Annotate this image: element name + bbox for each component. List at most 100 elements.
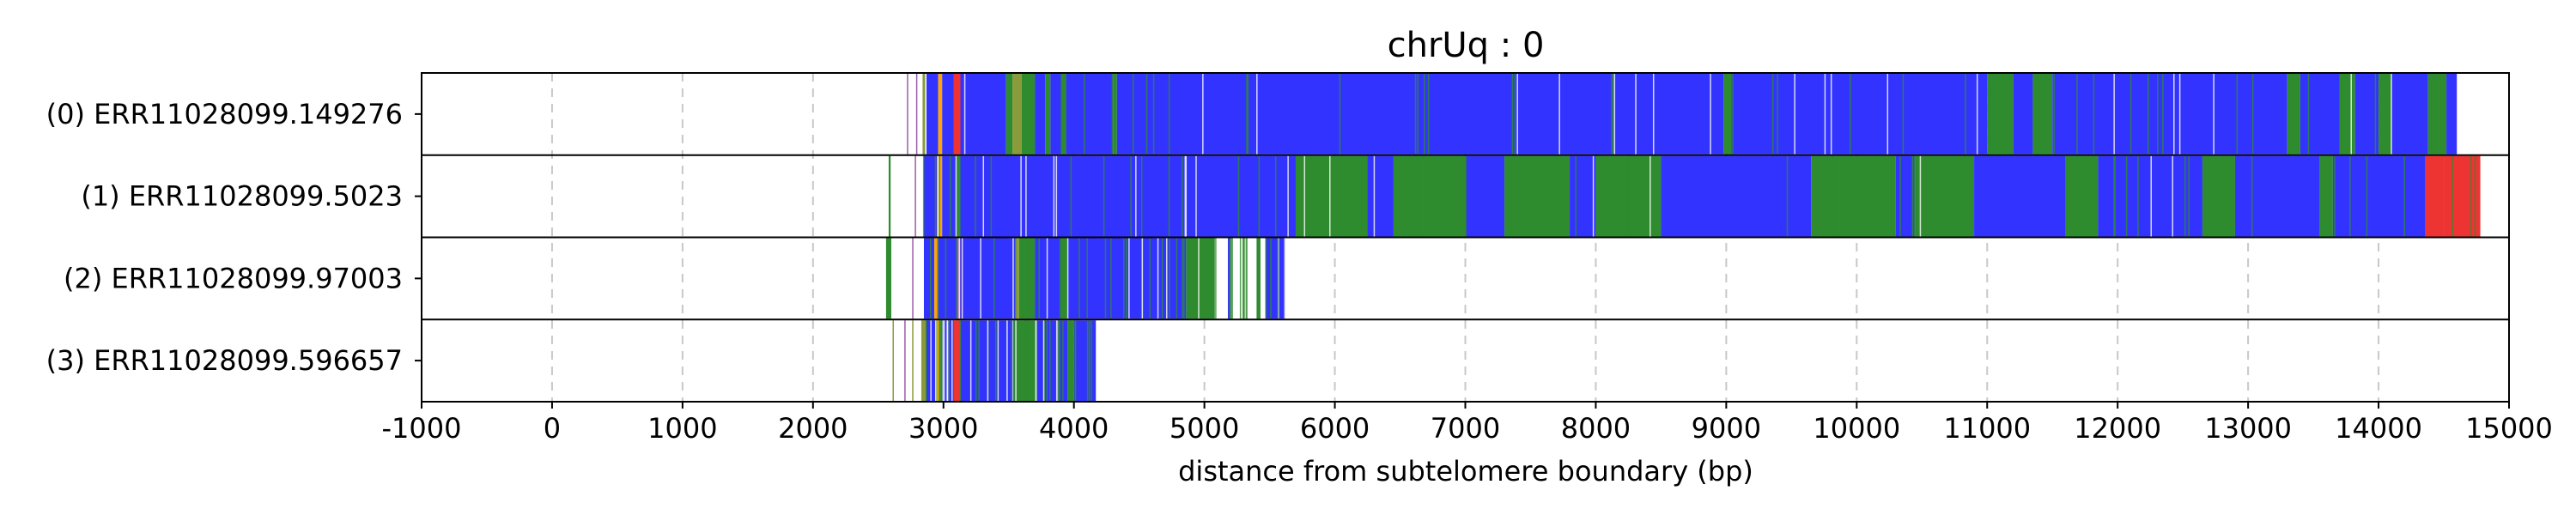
read-segment [920, 320, 927, 401]
read-segment [1723, 74, 1732, 154]
read-stripe [1202, 74, 1204, 154]
read-stripe [1074, 320, 1077, 401]
read-stripe [1414, 155, 1417, 237]
read-stripe [1246, 74, 1248, 154]
read-stripe [2391, 74, 2392, 154]
read-stripe [1256, 74, 1258, 154]
read-stripe [1086, 238, 1088, 319]
read-segment [912, 238, 914, 319]
read-stripe [1062, 320, 1064, 401]
read-stripe [1145, 74, 1148, 154]
read-stripe [958, 238, 961, 319]
read-stripe [1104, 238, 1107, 319]
read-stripe [963, 74, 966, 154]
read-stripe [1069, 320, 1072, 401]
read-stripe [1027, 238, 1030, 319]
read-stripe [1732, 74, 1734, 154]
read-segment [953, 74, 961, 154]
row-label: (1) ERR11028099.5023 [81, 180, 403, 213]
read-stripe [1373, 155, 1376, 237]
read-stripe [2366, 155, 2368, 237]
read-stripe [1247, 74, 1249, 154]
read-stripe [1229, 238, 1230, 319]
read-stripe [1194, 238, 1196, 319]
read-stripe [2172, 155, 2173, 237]
read-segment [935, 320, 941, 401]
read-segment [912, 320, 914, 401]
read-stripe [1123, 238, 1125, 319]
read-segment [1045, 74, 1051, 154]
read-stripe [1224, 238, 1225, 319]
read-stripe [1830, 74, 1832, 154]
read-stripe [929, 238, 932, 319]
read-stripe [2349, 155, 2351, 237]
read-stripe [2298, 74, 2300, 154]
x-tick-label: 1000 [647, 412, 717, 445]
read-stripe [1248, 238, 1250, 319]
read-segment [2234, 155, 2320, 237]
read-stripe [1025, 155, 1027, 237]
x-tick-label: -1000 [382, 412, 462, 445]
read-segment [2379, 74, 2392, 154]
read-segment [1811, 155, 1896, 237]
read-stripe [934, 155, 937, 237]
read-segment [1015, 238, 1019, 319]
read-stripe [1186, 238, 1188, 319]
read-stripe [1078, 238, 1080, 319]
read-segment [1295, 155, 1368, 237]
read-stripe [2173, 74, 2175, 154]
read-stripe [2125, 155, 2128, 237]
read-stripe [1204, 238, 1206, 319]
read-stripe [930, 320, 932, 401]
x-tick-label: 2000 [778, 412, 848, 445]
read-stripe [2251, 155, 2253, 237]
read-stripe [1424, 74, 1425, 154]
read-stripe [1140, 155, 1143, 237]
read-stripe [2150, 155, 2152, 237]
read-stripe [1558, 74, 1560, 154]
read-segment [1465, 155, 1505, 237]
read-stripe [2053, 74, 2055, 154]
read-stripe [1251, 238, 1253, 319]
read-stripe [1611, 74, 1613, 154]
x-tick-label: 12000 [2074, 412, 2161, 445]
read-stripe [1091, 320, 1092, 401]
read-stripe [2137, 155, 2139, 237]
read-stripe [1046, 320, 1048, 401]
read-stripe [1012, 320, 1014, 401]
read-stripe [1169, 238, 1170, 319]
read-stripe [993, 238, 995, 319]
read-segment [923, 155, 938, 237]
read-stripe [2113, 74, 2115, 154]
read-stripe [1786, 155, 1789, 237]
read-stripe [1516, 74, 1518, 154]
read-segment [1186, 238, 1215, 319]
read-stripe [1710, 74, 1711, 154]
read-stripe [1245, 238, 1248, 319]
read-segment [2052, 74, 2287, 154]
row-label: (3) ERR11028099.596657 [46, 344, 403, 377]
x-tick-label: 8000 [1561, 412, 1631, 445]
read-stripe [2129, 74, 2132, 154]
read-segment [914, 155, 916, 237]
read-segment [1915, 155, 1975, 237]
x-tick-label: 11000 [1943, 412, 2031, 445]
read-stripe [990, 155, 993, 237]
read-segment [938, 74, 943, 154]
read-stripe [1575, 155, 1577, 237]
read-stripe [1278, 238, 1279, 319]
read-segment [2065, 155, 2099, 237]
read-stripe [1059, 238, 1061, 319]
read-segment [926, 74, 939, 154]
read-stripe [1016, 320, 1018, 401]
read-stripe [1026, 238, 1028, 319]
read-stripe [1168, 74, 1170, 154]
read-segment [1050, 74, 1061, 154]
read-stripe [1020, 155, 1022, 237]
read-stripe [1465, 155, 1467, 237]
x-tick-label: 3000 [908, 412, 978, 445]
read-stripe [1242, 238, 1244, 319]
read-stripe [956, 238, 958, 319]
read-stripe [1168, 155, 1170, 237]
read-stripe [1195, 155, 1197, 237]
